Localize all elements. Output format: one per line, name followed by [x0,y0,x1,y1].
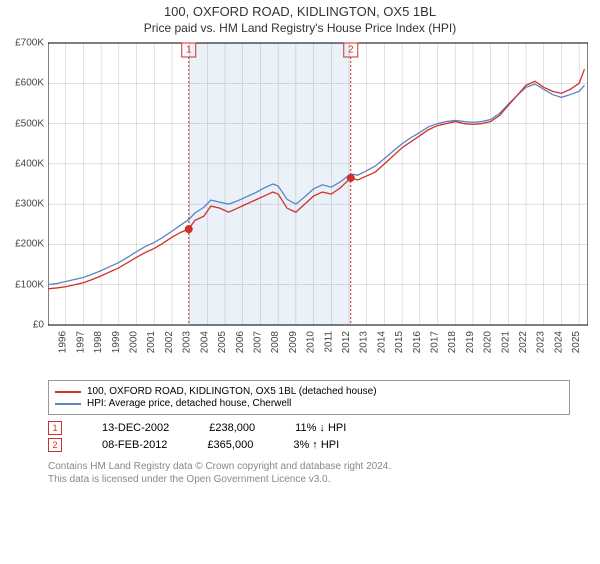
sale-date: 08-FEB-2012 [102,439,167,451]
y-axis-label: £100K [15,279,44,290]
sale-delta: 11% ↓ HPI [295,422,346,434]
x-axis-label: 2017 [430,331,441,354]
y-axis-label: £500K [15,118,44,129]
x-axis-label: 2020 [483,331,494,354]
x-axis-label: 2010 [306,331,317,354]
x-axis-label: 2000 [129,331,140,354]
sale-price: £365,000 [207,439,253,451]
y-axis-label: £400K [15,158,44,169]
legend-item: HPI: Average price, detached house, Cher… [55,398,563,409]
footer-line2: This data is licensed under the Open Gov… [48,473,570,486]
x-axis-label: 2004 [199,331,210,354]
x-axis-label: 1996 [58,331,69,354]
legend-label: 100, OXFORD ROAD, KIDLINGTON, OX5 1BL (d… [87,386,377,397]
sale-delta: 3% ↑ HPI [293,439,339,451]
y-axis-label: £200K [15,239,44,250]
x-axis-label: 2016 [412,331,423,354]
chart-title-line2: Price paid vs. HM Land Registry's House … [0,21,600,35]
legend-swatch [55,403,81,405]
sale-point [185,225,193,233]
x-axis-label: 2008 [270,331,281,354]
y-axis-label: £600K [15,78,44,89]
sale-point [347,174,355,182]
legend: 100, OXFORD ROAD, KIDLINGTON, OX5 1BL (d… [48,380,570,415]
x-axis-label: 1999 [111,331,122,354]
chart-marker: 1 [186,45,192,56]
x-axis-label: 2025 [571,331,582,354]
x-axis-label: 2009 [288,331,299,354]
sale-marker: 1 [48,421,62,435]
legend-swatch [55,391,81,393]
y-axis-label: £700K [15,38,44,49]
x-axis-label: 2003 [182,331,193,354]
legend-label: HPI: Average price, detached house, Cher… [87,398,291,409]
x-axis-label: 2002 [164,331,175,354]
sale-row: 2 08-FEB-2012 £365,000 3% ↑ HPI [48,438,570,452]
x-axis-label: 2006 [235,331,246,354]
x-axis-label: 2005 [217,331,228,354]
sale-marker: 2 [48,438,62,452]
footer: Contains HM Land Registry data © Crown c… [48,460,570,486]
x-axis-label: 2015 [394,331,405,354]
legend-item: 100, OXFORD ROAD, KIDLINGTON, OX5 1BL (d… [55,386,563,397]
sale-date: 13-DEC-2002 [102,422,169,434]
sale-row: 1 13-DEC-2002 £238,000 11% ↓ HPI [48,421,570,435]
x-axis-label: 2023 [536,331,547,354]
footer-line1: Contains HM Land Registry data © Crown c… [48,460,570,473]
chart-area: 1995 1996 1997 1998 1999 2000 2001 2002 2003 2004… [48,39,590,374]
sale-price: £238,000 [209,422,255,434]
x-axis-label: 2024 [553,331,564,354]
sales-table: 1 13-DEC-2002 £238,000 11% ↓ HPI 2 08-FE… [48,421,570,452]
chart-marker: 2 [348,45,354,56]
chart-title-line1: 100, OXFORD ROAD, KIDLINGTON, OX5 1BL [0,4,600,19]
x-axis-label: 2021 [500,331,511,354]
x-axis-label: 2013 [359,331,370,354]
x-axis-label: 2018 [447,331,458,354]
x-axis-label: 2012 [341,331,352,354]
line-chart: 1995 1996 1997 1998 1999 2000 2001 2002 2003 2004… [48,39,588,369]
x-axis-label: 2014 [376,331,387,354]
x-axis-label: 2011 [323,331,334,353]
x-axis-label: 1995 [48,331,51,354]
x-axis-label: 2022 [518,331,529,354]
x-axis-label: 2019 [465,331,476,354]
x-axis-label: 1997 [75,331,86,354]
y-axis-label: £300K [15,199,44,210]
x-axis-label: 2007 [252,331,263,354]
x-axis-label: 1998 [93,331,104,354]
x-axis-label: 2001 [146,331,157,354]
y-axis-label: £0 [33,320,44,331]
